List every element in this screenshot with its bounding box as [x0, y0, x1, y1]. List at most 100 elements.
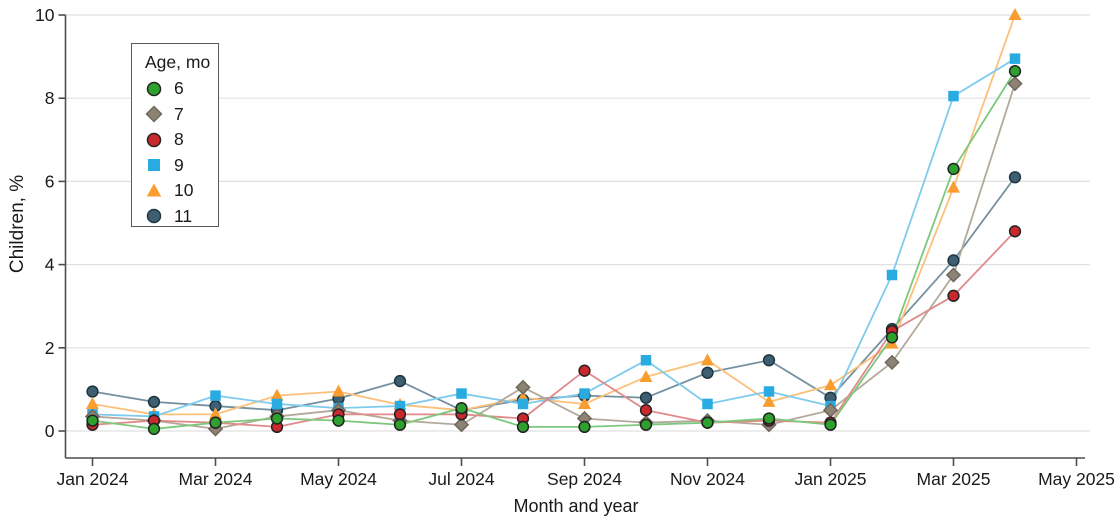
diamond-marker-icon — [145, 105, 163, 123]
data-point — [393, 418, 407, 431]
data-point — [210, 390, 221, 401]
data-point — [701, 353, 714, 366]
x-tick-label: Jul 2024 — [428, 469, 494, 489]
data-point — [393, 374, 407, 388]
triangle-marker-icon — [146, 183, 162, 197]
data-point — [147, 395, 161, 409]
data-point — [824, 418, 837, 431]
data-point — [578, 420, 591, 433]
series-line-age-6 — [92, 70, 1016, 430]
data-point — [453, 417, 470, 433]
series-markers-age-10 — [86, 8, 1022, 420]
data-point — [578, 364, 591, 377]
x-tick-label: Jan 2025 — [794, 469, 866, 489]
series-line-age-8 — [92, 230, 1016, 428]
series-markers-age-6 — [86, 65, 1022, 436]
data-point — [948, 90, 959, 102]
x-axis-title: Month and year — [513, 496, 639, 516]
circle-marker-icon — [146, 209, 162, 224]
data-point — [456, 388, 467, 399]
data-point — [517, 398, 529, 410]
series-markers-age-11 — [86, 171, 1022, 417]
data-point — [86, 397, 99, 409]
square-marker-icon — [148, 159, 160, 172]
data-point — [947, 289, 960, 302]
circle-marker-icon — [146, 132, 162, 147]
data-point — [332, 414, 345, 427]
data-point — [1007, 75, 1023, 92]
legend-item-age-8: 8 — [145, 127, 218, 153]
y-tick-label: 6 — [45, 171, 55, 191]
data-point — [762, 354, 776, 367]
x-tick-label: Sep 2024 — [547, 469, 622, 489]
data-point — [639, 369, 653, 382]
data-point — [1008, 65, 1022, 78]
data-point — [578, 397, 591, 409]
series-markers-age-7 — [84, 75, 1023, 437]
x-tick-label: May 2025 — [1038, 469, 1115, 489]
data-point — [271, 398, 283, 410]
legend-item-age-10: 10 — [145, 178, 218, 204]
legend-title: Age, mo — [145, 52, 211, 72]
data-point — [886, 269, 898, 281]
data-point — [455, 401, 468, 415]
legend-item-age-11: 11 — [145, 204, 218, 230]
data-point — [270, 388, 284, 401]
data-point — [1008, 225, 1022, 238]
legend-label: 6 — [174, 78, 184, 99]
y-tick-label: 8 — [45, 88, 55, 108]
series-line-age-7 — [92, 83, 1016, 430]
legend: Age, mo 6 7 8 9 10 11 — [131, 43, 219, 227]
data-point — [270, 412, 284, 425]
legend-label: 9 — [174, 154, 184, 175]
data-point — [945, 267, 962, 283]
legend-item-age-7: 7 — [145, 102, 218, 128]
data-point — [393, 408, 407, 421]
x-tick-label: May 2024 — [300, 469, 377, 489]
data-point — [1008, 8, 1022, 21]
data-point — [1009, 53, 1021, 64]
data-point — [86, 385, 99, 398]
data-point — [639, 418, 653, 431]
data-point — [824, 378, 837, 391]
legend-item-age-6: 6 — [145, 76, 218, 102]
y-tick-label: 0 — [45, 421, 55, 441]
x-tick-label: Mar 2025 — [917, 469, 991, 489]
x-tick-label: Jan 2024 — [56, 469, 128, 489]
legend-label: 11 — [174, 205, 193, 226]
data-point — [947, 254, 960, 267]
y-tick-label: 10 — [35, 5, 55, 25]
legend-items: 6 7 8 9 10 11 — [145, 76, 218, 229]
y-axis-title: Children, % — [7, 174, 28, 274]
x-tick-label: Mar 2024 — [179, 469, 253, 489]
data-point — [639, 391, 653, 404]
data-point — [762, 394, 776, 407]
data-point — [209, 416, 222, 429]
x-tick-label: Nov 2024 — [670, 469, 745, 489]
legend-label: 8 — [174, 129, 184, 150]
legend-item-age-9: 9 — [145, 153, 218, 179]
y-tick-label: 2 — [45, 338, 55, 358]
data-point — [947, 162, 960, 176]
data-point — [209, 407, 222, 420]
series-markers-age-9 — [87, 53, 1021, 422]
data-point — [639, 404, 653, 417]
data-point — [701, 416, 714, 429]
data-point — [885, 331, 899, 344]
data-point — [947, 180, 960, 193]
data-point — [86, 414, 99, 427]
data-point — [332, 384, 345, 397]
data-point — [884, 354, 900, 371]
data-point — [640, 355, 652, 366]
data-point — [702, 398, 713, 410]
data-point — [516, 420, 530, 433]
data-point — [762, 412, 776, 425]
legend-label: 10 — [174, 180, 194, 201]
data-point — [515, 379, 531, 395]
series-line-age-9 — [92, 57, 1016, 418]
y-tick-label: 4 — [45, 255, 55, 275]
circle-marker-icon — [146, 81, 162, 96]
legend-label: 7 — [174, 103, 184, 124]
data-point — [147, 422, 161, 436]
